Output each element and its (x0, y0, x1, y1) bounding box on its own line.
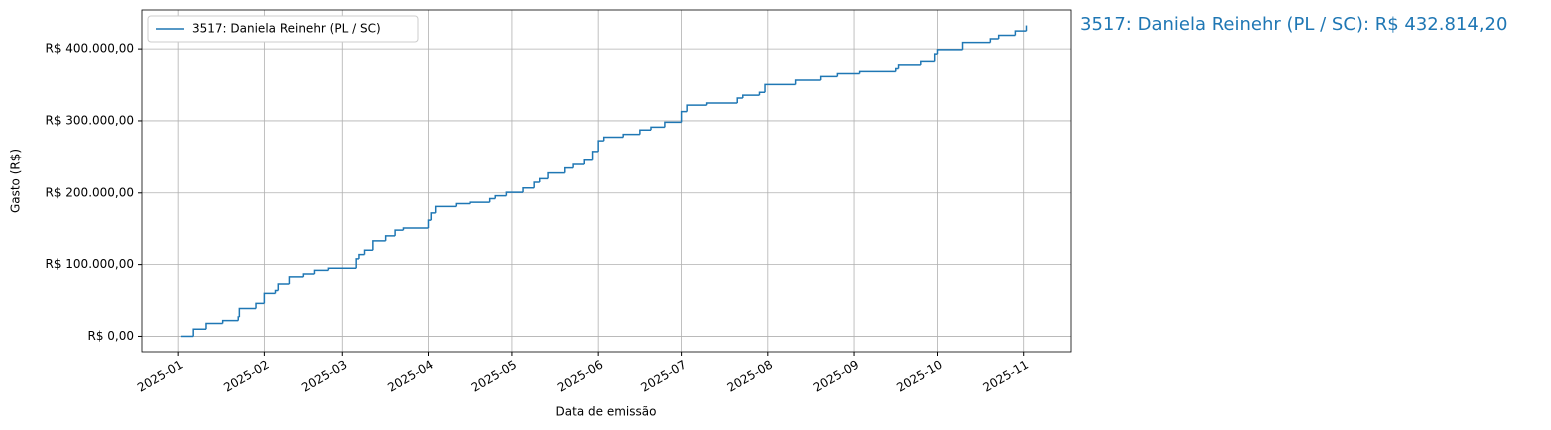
line-step (274, 289, 279, 294)
x-tick-label: 2025-11 (981, 358, 1031, 395)
line-step (277, 283, 290, 291)
line-step (384, 235, 396, 241)
x-tick-label: 2025-03 (299, 358, 349, 395)
annotation: 3517: Daniela Reinehr (PL / SC): R$ 432.… (1080, 14, 1507, 35)
line-step (402, 227, 429, 231)
line-step (564, 166, 574, 173)
line-step (469, 201, 490, 204)
line-step (302, 273, 315, 277)
line-step (836, 72, 860, 77)
line-step (372, 240, 386, 251)
line-step (430, 212, 436, 221)
line-step (205, 322, 223, 330)
line-step (583, 158, 593, 165)
line-step (221, 319, 239, 324)
line-step (736, 97, 743, 103)
line-step (650, 126, 665, 131)
line-step (920, 60, 935, 65)
line-step (591, 151, 599, 160)
plot-frame (141, 9, 1072, 353)
x-tick-label: 2025-06 (555, 358, 605, 395)
line-step (238, 307, 257, 318)
line-step (533, 181, 540, 188)
line-step (680, 110, 688, 123)
line-step (263, 292, 276, 304)
y-tick-label: R$ 400.000,00 (46, 42, 135, 56)
line-step (639, 129, 652, 135)
line-step (538, 177, 549, 183)
line-step (394, 229, 404, 236)
line-step (936, 49, 963, 55)
x-tick-label: 2025-04 (385, 358, 435, 395)
line-step (819, 75, 838, 81)
legend-box (147, 15, 419, 43)
line-step (858, 70, 896, 74)
line-step (434, 205, 457, 213)
line-step (327, 267, 357, 271)
line-step (705, 102, 738, 106)
x-tick-label: 2025-07 (638, 358, 688, 395)
line-step (505, 191, 524, 196)
x-tick-label: 2025-05 (469, 358, 519, 395)
line-step (997, 34, 1016, 40)
line-step (358, 253, 365, 259)
line-step (547, 171, 565, 179)
line-step (602, 136, 624, 142)
line-step (427, 219, 432, 228)
line-step (455, 202, 471, 207)
line-step (742, 94, 760, 98)
y-tick-label: R$ 0,00 (87, 329, 134, 343)
y-axis-label: Gasto (R$) (9, 149, 23, 213)
legend-label: 3517: Daniela Reinehr (PL / SC) (192, 22, 381, 36)
line-step (255, 302, 265, 309)
line-step (1014, 30, 1027, 36)
x-axis-label: Data de emissão (556, 405, 657, 419)
line-step (288, 276, 304, 285)
x-tick-label: 2025-01 (135, 358, 185, 395)
line-step (794, 79, 821, 85)
line-step (313, 269, 329, 274)
line-step (989, 38, 999, 43)
line-step (933, 53, 938, 62)
line-step (522, 187, 535, 193)
line-step (597, 140, 604, 152)
line-step (363, 249, 373, 255)
line-step (961, 41, 991, 50)
x-tick-label: 2025-09 (811, 358, 861, 395)
line-step (192, 328, 206, 337)
line-step (686, 104, 707, 112)
y-tick-label: R$ 300.000,00 (46, 113, 135, 127)
y-tick-label: R$ 100.000,00 (46, 257, 135, 271)
line-step (237, 316, 240, 321)
y-tick-label: R$ 200.000,00 (46, 185, 135, 199)
line-step (494, 194, 507, 199)
x-tick-label: 2025-10 (894, 358, 944, 395)
line-step (664, 121, 682, 128)
line-step (355, 258, 359, 269)
x-tick-label: 2025-02 (221, 358, 271, 395)
line-step (895, 67, 899, 72)
x-tick-label: 2025-08 (725, 358, 775, 395)
line-step (488, 197, 496, 203)
line-step (897, 64, 921, 69)
line-step (764, 83, 796, 93)
line-step (758, 91, 766, 96)
line-step (572, 163, 585, 168)
line-step (622, 133, 640, 138)
